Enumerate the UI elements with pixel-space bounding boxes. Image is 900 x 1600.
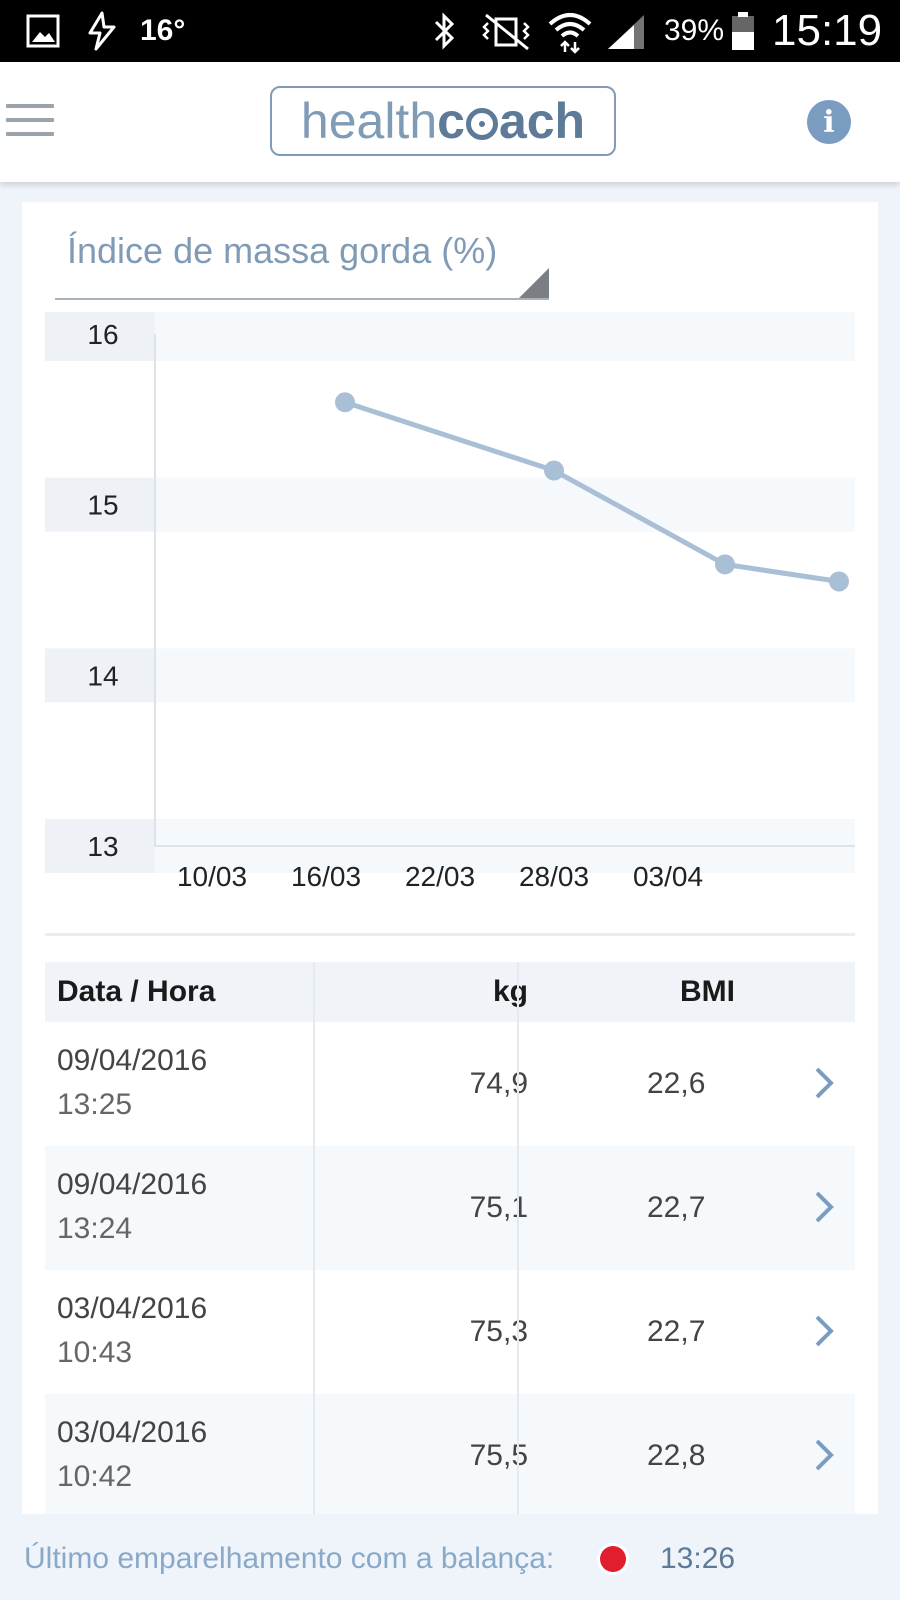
row-date: 03/04/2016	[57, 1292, 208, 1325]
battery-icon	[730, 0, 756, 62]
column-divider	[517, 1270, 519, 1394]
chevron-right-icon[interactable]	[807, 1190, 841, 1224]
y-tick-label: 16	[87, 319, 118, 350]
data-point	[544, 460, 564, 481]
vibrate-mute-icon	[478, 0, 534, 62]
gridline-band	[155, 648, 855, 703]
series-line	[344, 399, 840, 584]
pairing-label: Último emparelhamento com a balança:	[24, 1542, 555, 1575]
row-time: 13:24	[57, 1212, 133, 1245]
y-tick-background	[45, 312, 155, 361]
signal-icon	[606, 0, 648, 62]
column-divider	[313, 1270, 315, 1394]
x-tick-label: 28/03	[519, 861, 589, 892]
battery-percentage: 39%	[664, 14, 725, 47]
x-tick-label: 03/04	[633, 861, 703, 892]
row-kg: 75,1	[469, 1191, 528, 1224]
pairing-status-indicator	[600, 1546, 626, 1572]
metric-dropdown-label: Índice de massa gorda (%)	[67, 230, 498, 271]
column-divider	[517, 1022, 519, 1146]
row-kg: 75,5	[469, 1439, 528, 1472]
measurements-card: Índice de massa gorda (%) 16 15 14 13 10/03 1…	[22, 202, 878, 1520]
y-tick-label: 15	[87, 490, 118, 521]
column-header-datetime: Data / Hora	[57, 975, 216, 1008]
pairing-status-bar: Último emparelhamento com a balança: 13:…	[0, 1514, 900, 1600]
row-bmi: 22,8	[647, 1439, 706, 1472]
row-date: 09/04/2016	[57, 1168, 208, 1201]
table-header: Data / Hora kg BMI	[45, 962, 855, 1022]
chevron-right-icon[interactable]	[807, 1438, 841, 1472]
logo-text-health: health	[300, 93, 438, 149]
y-tick-background	[45, 477, 155, 532]
y-tick-label: 14	[87, 660, 118, 691]
status-bar: 16° 39% 15:19	[0, 0, 900, 62]
measurements-table: Data / Hora kg BMI 09/04/2016 13:25 74,9…	[45, 962, 855, 1518]
row-kg: 74,9	[469, 1067, 528, 1100]
hamburger-menu-icon[interactable]	[6, 104, 54, 140]
row-time: 10:43	[57, 1336, 133, 1369]
fat-mass-chart: 16 15 14 13 10/03 16/03 22/03 28/03 03/04	[45, 312, 855, 892]
row-bmi: 22,7	[647, 1315, 706, 1348]
app-header: health c ach i	[0, 62, 900, 182]
column-divider	[313, 1022, 315, 1146]
data-point	[715, 554, 735, 575]
table-row[interactable]: 09/04/2016 13:24 75,1 22,7	[45, 1146, 855, 1270]
row-time: 10:42	[57, 1460, 133, 1493]
chevron-right-icon[interactable]	[807, 1066, 841, 1100]
data-point	[829, 571, 849, 592]
data-point	[335, 392, 355, 413]
row-kg: 75,3	[469, 1315, 528, 1348]
x-tick-label: 16/03	[291, 861, 361, 892]
table-row[interactable]: 03/04/2016 10:42 75,5 22,8	[45, 1394, 855, 1518]
table-row[interactable]: 03/04/2016 10:43 75,3 22,7	[45, 1270, 855, 1394]
healthcoach-logo: health c ach	[270, 86, 616, 156]
column-divider	[313, 1146, 315, 1270]
gridline-band	[155, 312, 855, 361]
row-time: 13:25	[57, 1088, 133, 1121]
row-date: 09/04/2016	[57, 1044, 208, 1077]
dropdown-triangle-icon	[519, 268, 549, 298]
row-date: 03/04/2016	[57, 1416, 208, 1449]
gallery-icon	[26, 0, 60, 62]
column-divider	[517, 1394, 519, 1518]
logo-o-icon	[465, 108, 498, 140]
gridline-band	[155, 477, 855, 532]
section-divider	[45, 933, 855, 936]
activity-icon	[86, 0, 118, 62]
x-tick-label: 10/03	[177, 861, 247, 892]
column-divider	[313, 1394, 315, 1518]
bluetooth-icon	[432, 0, 458, 62]
chevron-right-icon[interactable]	[807, 1314, 841, 1348]
row-bmi: 22,6	[647, 1067, 706, 1100]
pairing-time: 13:26	[660, 1542, 736, 1575]
status-clock: 15:19	[772, 6, 883, 55]
column-divider	[313, 962, 315, 1022]
logo-text-c: c	[437, 93, 465, 149]
y-tick-background	[45, 648, 155, 703]
weather-temperature: 16°	[140, 14, 186, 47]
x-tick-label: 22/03	[405, 861, 475, 892]
row-bmi: 22,7	[647, 1191, 706, 1224]
metric-dropdown[interactable]: Índice de massa gorda (%)	[55, 222, 549, 300]
y-tick-background	[45, 819, 155, 873]
wifi-icon	[546, 0, 594, 62]
y-tick-label: 13	[87, 831, 118, 862]
column-divider	[517, 962, 519, 1022]
column-divider	[517, 1146, 519, 1270]
logo-text-ach: ach	[498, 93, 586, 149]
info-icon[interactable]: i	[807, 100, 851, 144]
column-header-kg: kg	[492, 975, 528, 1008]
column-header-bmi: BMI	[680, 975, 735, 1008]
table-row[interactable]: 09/04/2016 13:25 74,9 22,6	[45, 1022, 855, 1146]
